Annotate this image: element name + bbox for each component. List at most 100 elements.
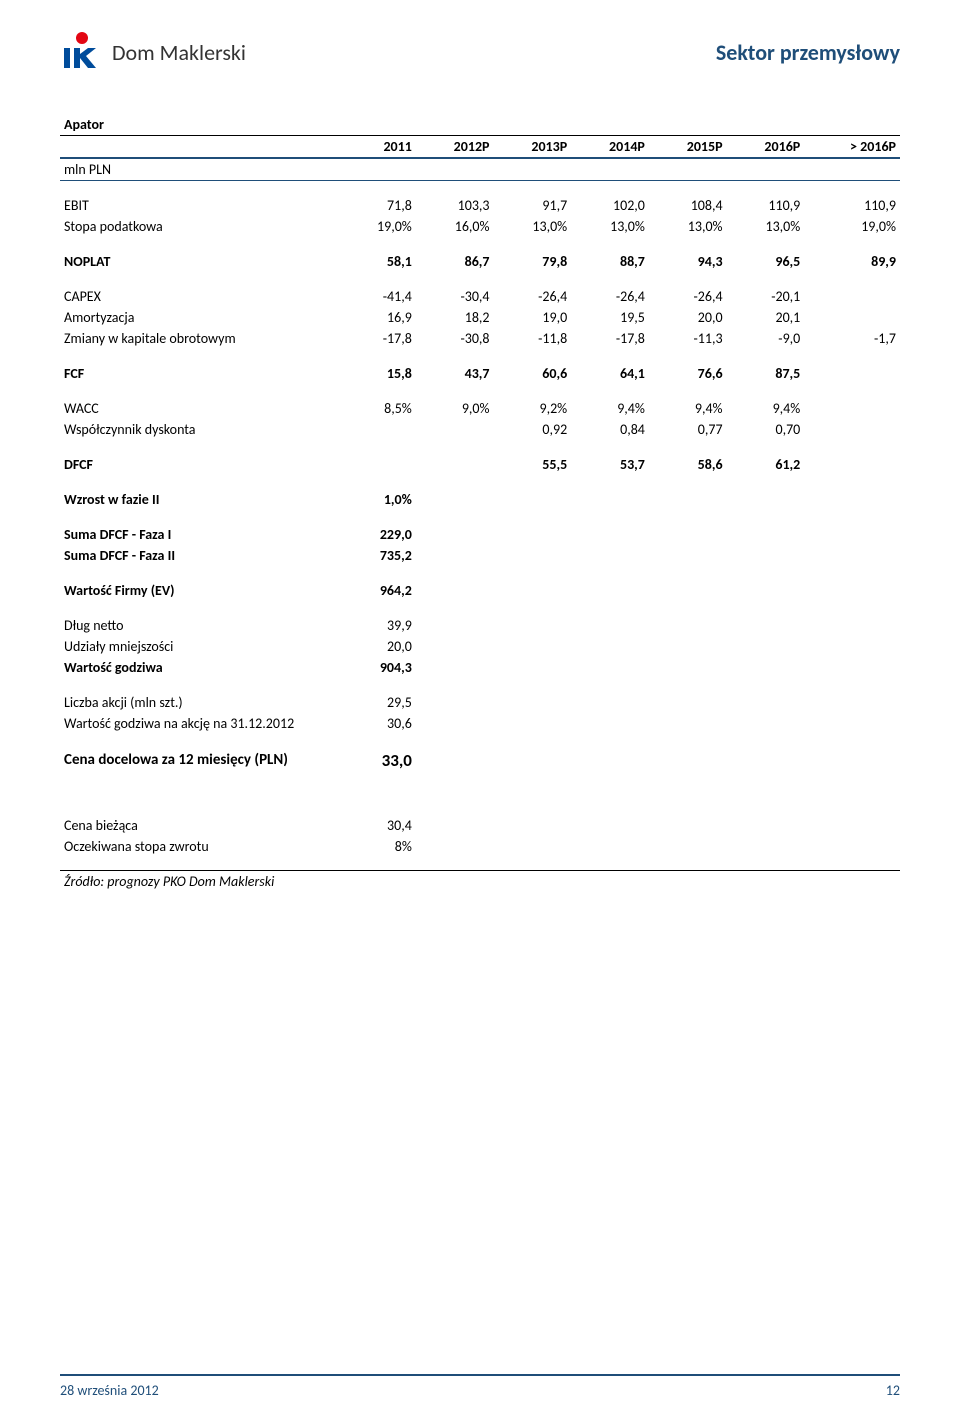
table-cell [804,398,900,419]
row-label: WACC [60,398,340,419]
table-cell: 13,0% [494,216,572,237]
table-cell [804,615,900,636]
table-cell: -30,8 [416,328,494,349]
column-header: 2014P [571,136,649,159]
table-cell: -1,7 [804,328,900,349]
table-cell [804,815,900,836]
table-cell [494,636,572,657]
table-cell [571,815,649,836]
table-cell [804,454,900,475]
financial-table: Apator20112012P2013P2014P2015P2016P> 201… [60,114,900,892]
table-cell: 96,5 [727,251,805,272]
column-header: 2016P [727,136,805,159]
table-cell: 0,77 [649,419,727,440]
table-cell: -11,3 [649,328,727,349]
table-cell: 110,9 [804,195,900,216]
row-label: FCF [60,363,340,384]
table-cell: 53,7 [571,454,649,475]
row-label: DFCF [60,454,340,475]
table-cell: 9,4% [571,398,649,419]
table-cell [571,524,649,545]
table-cell: 55,5 [494,454,572,475]
column-header: 2011 [340,136,416,159]
column-header: 2012P [416,136,494,159]
table-cell [416,692,494,713]
table-cell [416,636,494,657]
table-cell [804,580,900,601]
table-cell: 103,3 [416,195,494,216]
table-cell [727,748,805,773]
table-cell [571,636,649,657]
table-cell: 0,92 [494,419,572,440]
table-cell: 71,8 [340,195,416,216]
table-cell [494,748,572,773]
table-cell: 15,8 [340,363,416,384]
table-cell: 0,70 [727,419,805,440]
table-cell [571,545,649,566]
table-cell: 30,4 [340,815,416,836]
table-cell [649,815,727,836]
table-cell [649,580,727,601]
table-cell [494,713,572,734]
table-cell: 229,0 [340,524,416,545]
table-cell: 88,7 [571,251,649,272]
table-cell: 9,4% [649,398,727,419]
pko-logo-icon [60,30,104,74]
table-cell: 13,0% [649,216,727,237]
table-cell: 76,6 [649,363,727,384]
row-label: Wzrost w fazie II [60,489,340,510]
column-header: 2013P [494,136,572,159]
table-cell [571,489,649,510]
table-cell [727,713,805,734]
table-cell [494,657,572,678]
table-cell: 94,3 [649,251,727,272]
row-label: CAPEX [60,286,340,307]
table-cell: 102,0 [571,195,649,216]
table-cell [804,636,900,657]
table-cell [804,545,900,566]
table-cell: -17,8 [340,328,416,349]
table-cell [804,286,900,307]
table-cell: 86,7 [416,251,494,272]
source-note: Źródło: prognozy PKO Dom Maklerski [60,871,900,893]
row-label: Suma DFCF - Faza II [60,545,340,566]
table-cell [649,692,727,713]
table-cell: 60,6 [494,363,572,384]
row-label: Udziały mniejszości [60,636,340,657]
table-cell [649,489,727,510]
table-cell: 33,0 [340,748,416,773]
table-cell: -11,8 [494,328,572,349]
table-cell: 30,6 [340,713,416,734]
table-cell: 61,2 [727,454,805,475]
table-cell: 64,1 [571,363,649,384]
table-cell [571,615,649,636]
table-cell [494,545,572,566]
table-cell [804,489,900,510]
table-cell: 110,9 [727,195,805,216]
table-cell [340,419,416,440]
table-cell [649,748,727,773]
table-cell [727,524,805,545]
table-cell [649,524,727,545]
table-cell [494,580,572,601]
table-cell [804,692,900,713]
table-cell [727,657,805,678]
table-cell [727,489,805,510]
table-cell [416,419,494,440]
table-cell [494,692,572,713]
table-cell [416,454,494,475]
table-cell [571,657,649,678]
table-cell [494,489,572,510]
row-label: Suma DFCF - Faza I [60,524,340,545]
row-label: Oczekiwana stopa zwrotu [60,836,340,857]
table-cell [494,524,572,545]
table-cell [727,615,805,636]
table-cell: 89,9 [804,251,900,272]
table-cell [494,615,572,636]
table-cell: 20,0 [649,307,727,328]
table-cell: 9,0% [416,398,494,419]
table-cell: 9,4% [727,398,805,419]
table-cell: -26,4 [649,286,727,307]
table-cell [571,692,649,713]
table-cell: 29,5 [340,692,416,713]
